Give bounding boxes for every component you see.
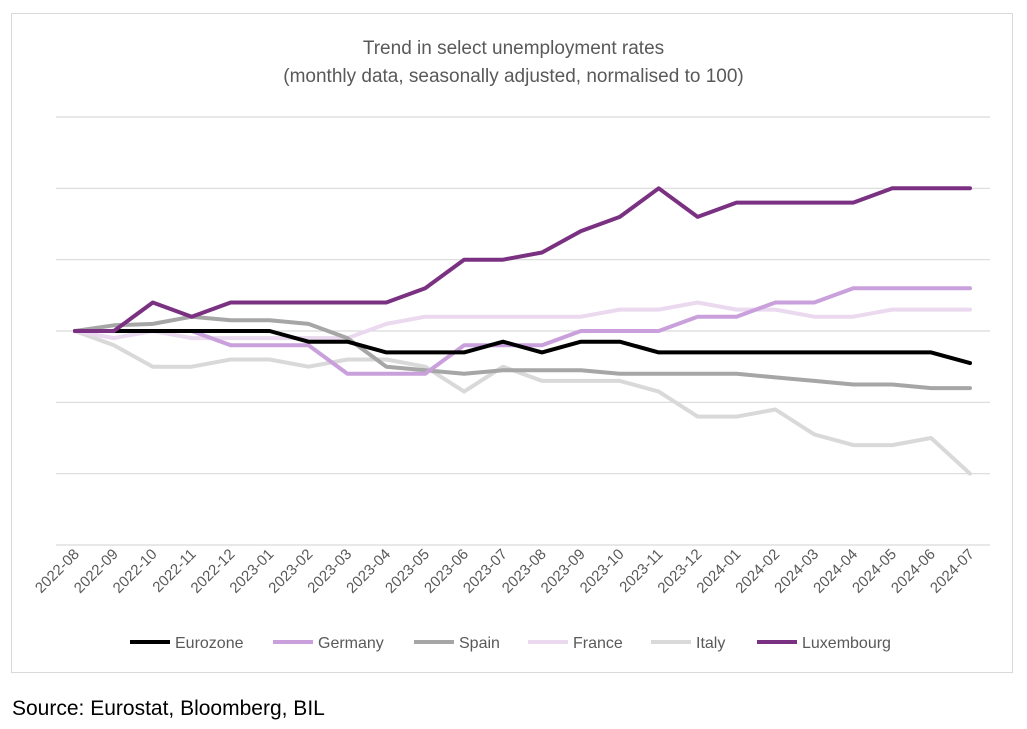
series-line-italy — [73, 329, 972, 476]
series-line-france — [73, 300, 972, 341]
series-line-luxembourg — [73, 186, 972, 333]
legend-label-eurozone: Eurozone — [175, 635, 244, 652]
legend-label-luxembourg: Luxembourg — [802, 635, 891, 652]
legend-label-spain: Spain — [459, 635, 500, 652]
chart-subtitle: (monthly data, seasonally adjusted, norm… — [283, 66, 744, 87]
series-line-eurozone — [73, 329, 972, 366]
legend-label-italy: Italy — [696, 635, 725, 652]
series-line-spain — [73, 314, 972, 391]
legend-label-france: France — [573, 635, 623, 652]
legend-label-germany: Germany — [318, 635, 384, 652]
source-note: Source: Eurostat, Bloomberg, BIL — [12, 697, 325, 720]
chart-title: Trend in select unemployment rates — [362, 38, 665, 59]
